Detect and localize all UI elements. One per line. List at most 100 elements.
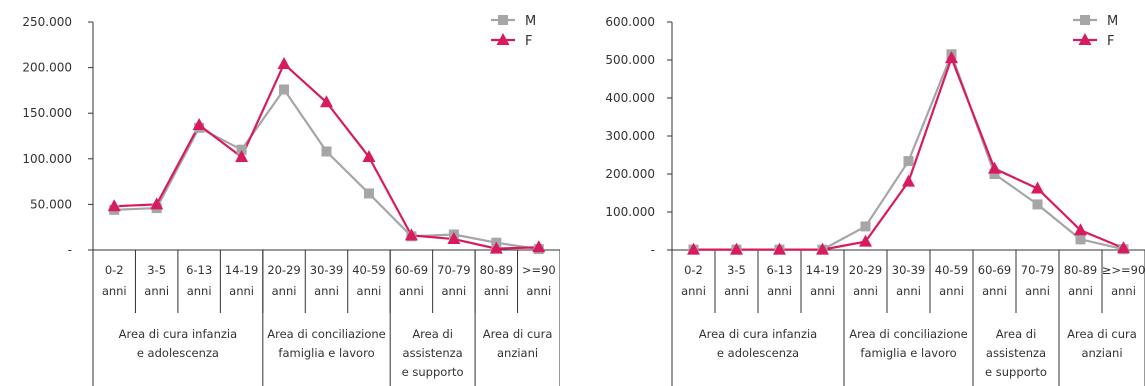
left-y-tick-label: 50.000 [30,197,72,211]
left-category-label: 40-59 anni [352,263,385,298]
right-group-label-line-1: Area di cura [1067,327,1137,341]
left-category-label-line-1: 6-13 [186,263,212,277]
left-y-tick-label: 200.000 [22,61,72,75]
left-legend-F-label: F [525,34,532,49]
right-group-label-line-1: Area di conciliazione [849,327,968,341]
right-legend-M-label: M [1107,14,1118,29]
right-series-F-point [902,174,915,187]
right-y-tick-label: 400.000 [605,91,655,105]
left-series-F-point [192,118,206,131]
right-category-label-line-2: anni [724,284,749,298]
left-series-M-point [321,146,332,157]
right-category-label-line-2: anni [810,284,835,298]
left-category-label: 6-13 anni [186,263,212,298]
right-category-label-line-2: anni [939,284,964,298]
left-y-tick-label: - [68,243,72,257]
left-category-label: 60-69 anni [395,263,428,298]
right-category-label: 0-2 anni [681,263,706,298]
right-category-label-line-1: 3-5 [727,263,746,277]
right-group-label: Area di assistenza e supporto [985,327,1047,379]
left-series-F-point [235,149,249,162]
left-category-label-line-1: 60-69 [395,263,428,277]
left-group-label-line-3: e supporto [402,365,464,379]
left-category-label-line-2: anni [272,284,297,298]
left-group-label: Area di assistenza e supporto [402,327,464,379]
right-category-label: 80-89 anni [1064,263,1097,298]
left-category-label-line-2: anni [399,284,424,298]
left-group-label: Area di cura anziani [483,327,553,360]
left-series-M-point [363,188,374,199]
right-group-label: Area di conciliazione famiglia e lavoro [849,327,968,360]
left-group-label-line-1: Area di [412,327,453,341]
left-series-F-point [107,199,121,212]
left-group-label-line-2: e adolescenza [137,346,219,360]
right-category-label-line-1: 30-39 [892,263,925,277]
left-legend-M-label: M [525,14,536,29]
left-category-label-line-2: anni [484,284,509,298]
right-category-label-line-1: 20-29 [849,263,882,277]
right-legend-F-marker [1078,33,1092,45]
left-legend-F-marker [496,33,510,45]
left-series-M-point [279,84,290,95]
right-y-tick-label: - [651,243,655,257]
left-category-label: 20-29 anni [267,263,300,298]
right-series-F-point [730,242,743,255]
chart-left: - 50.000 100.000 150.000 200.000 250.000 0-2 an… [22,14,560,386]
right-series-F-point [1117,241,1130,254]
left-category-label-line-2: anni [526,284,551,298]
left-series-F-point [404,228,418,241]
right-category-label-line-2: anni [1068,284,1093,298]
left-series-F-point [447,232,461,245]
left-category-label: 0-2 anni [102,263,127,298]
right-category-label: 6-13 anni [766,263,792,298]
right-category-label-line-2: anni [681,284,706,298]
left-category-label-line-2: anni [314,284,339,298]
left-group-label-line-1: Area di cura [483,327,553,341]
right-series-M-point [1075,234,1086,245]
right-series-M-point [989,169,1000,179]
right-category-label-line-1: 60-69 [978,263,1011,277]
left-category-label: 3-5 anni [144,263,169,298]
left-category-label-line-2: anni [144,284,169,298]
right-category-label-line-2: anni [853,284,878,298]
right-group-label-line-2: e adolescenza [717,346,799,360]
right-legend-F-label: F [1107,34,1114,49]
left-category-label: 70-79 anni [437,263,470,298]
right-group-label-line-3: e supporto [985,365,1047,379]
right-category-label-line-1: 80-89 [1064,263,1097,277]
left-category-label-line-1: 70-79 [437,263,470,277]
right-y-tick-label: 300.000 [605,129,655,143]
right-series-F-point [773,242,786,255]
left-category-label-line-1: 0-2 [105,263,124,277]
right-category-label: ≥>=90 anni [1102,263,1145,298]
right-category-label: 60-69 anni [978,263,1011,298]
left-category-label-line-2: anni [229,284,254,298]
left-series-F-point [532,240,546,253]
left-series-F-point [320,95,333,108]
left-series-F-point [277,56,291,69]
left-series-M-line [114,88,539,251]
left-group-label: Area di cura infanzia e adolescenza [119,327,237,360]
right-group-label: Area di cura infanzia e adolescenza [699,327,817,360]
right-series-F-point [1031,181,1044,194]
left-category-label-line-1: 3-5 [147,263,166,277]
right-series-M-line [693,53,1124,251]
right-category-label-line-2: anni [1025,284,1050,298]
right-series-M-point [903,156,914,167]
left-category-label-line-2: anni [357,284,382,298]
right-category-label: 3-5 anni [724,263,749,298]
right-series-F-point [1074,223,1087,236]
left-group-label: Area di conciliazione famiglia e lavoro [267,327,386,360]
right-category-label-line-1: 0-2 [684,263,703,277]
left-category-label: 30-39 anni [310,263,343,298]
right-category-label-line-2: anni [1111,284,1136,298]
left-series-M-point [236,144,247,155]
right-category-label-line-1: 40-59 [935,263,968,277]
right-category-label-line-1: 14-19 [806,263,839,277]
right-category-label-line-2: anni [896,284,921,298]
right-series-F-point [816,242,829,255]
right-category-label-line-2: anni [982,284,1007,298]
chart-right: - 100.000 200.000 300.000 400.000 500.000 600.… [605,14,1145,386]
left-category-label: >=90 anni [522,263,556,298]
